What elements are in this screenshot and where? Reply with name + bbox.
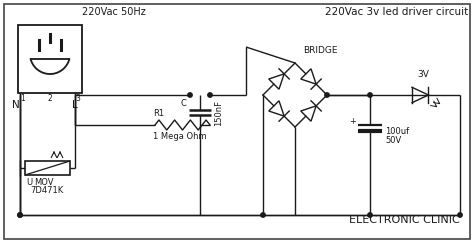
Text: 3V: 3V: [417, 70, 429, 79]
Text: 3: 3: [75, 94, 80, 103]
Text: 2: 2: [47, 94, 52, 103]
Text: R1: R1: [153, 109, 164, 118]
Text: 100uf: 100uf: [385, 127, 409, 136]
Circle shape: [368, 213, 372, 217]
Circle shape: [18, 213, 22, 217]
Text: ELECTRONIC CLINIC: ELECTRONIC CLINIC: [349, 215, 460, 225]
Circle shape: [261, 213, 265, 217]
Text: C: C: [180, 99, 186, 108]
Text: 1 Mega Ohm: 1 Mega Ohm: [153, 132, 207, 141]
Bar: [25, 161, 70, 175]
Text: L: L: [72, 100, 78, 110]
Text: U: U: [26, 178, 32, 187]
Text: BRIDGE: BRIDGE: [303, 46, 337, 55]
Text: 220Vac 3v led driver circuit: 220Vac 3v led driver circuit: [325, 7, 468, 17]
Circle shape: [325, 93, 329, 97]
Text: 220Vac 50Hz: 220Vac 50Hz: [82, 7, 146, 17]
Bar: [18, 25, 82, 93]
Circle shape: [188, 93, 192, 97]
Text: 50V: 50V: [385, 136, 401, 145]
Circle shape: [18, 213, 22, 217]
Text: N: N: [12, 100, 20, 110]
Text: +: +: [349, 118, 356, 127]
Text: 7D471K: 7D471K: [30, 186, 63, 195]
Circle shape: [368, 93, 372, 97]
Circle shape: [208, 93, 212, 97]
Text: 150nF: 150nF: [214, 99, 223, 125]
Text: MOV: MOV: [34, 178, 54, 187]
Circle shape: [458, 213, 462, 217]
Text: 1: 1: [20, 94, 25, 103]
